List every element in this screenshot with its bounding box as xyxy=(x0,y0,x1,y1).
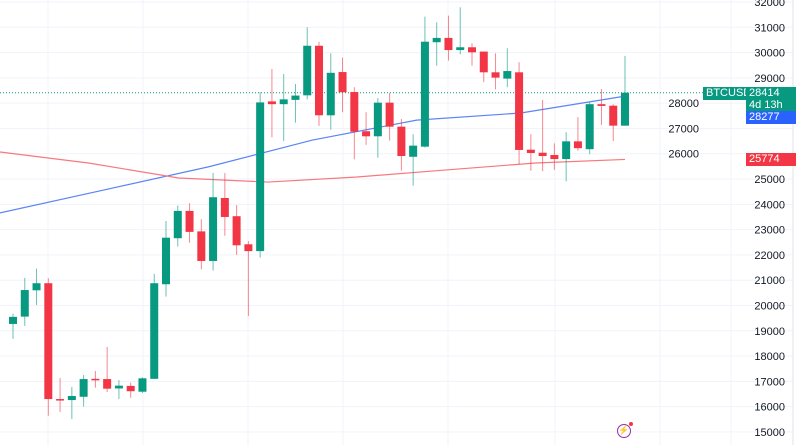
candle-body xyxy=(150,283,159,379)
y-tick-label: 17000 xyxy=(754,376,785,388)
y-tick-label: 24000 xyxy=(754,199,785,211)
y-tick-label: 19000 xyxy=(754,326,785,338)
y-tick-label: 27000 xyxy=(668,123,699,135)
candle-body xyxy=(91,378,100,381)
candle-body xyxy=(479,51,488,73)
candle-body xyxy=(291,95,300,100)
candle-body xyxy=(562,141,571,160)
last-price: 28414 xyxy=(749,87,780,99)
candle-body xyxy=(573,141,582,149)
y-tick-label: 16000 xyxy=(754,402,785,414)
y-tick-label: 30000 xyxy=(754,48,785,60)
y-tick-label: 25000 xyxy=(754,174,785,186)
y-tick-label: 32000 xyxy=(754,0,785,9)
candle-body xyxy=(197,231,206,261)
candle-body xyxy=(162,237,170,285)
candle-body xyxy=(373,102,382,137)
candle-body xyxy=(44,283,53,400)
candle-body xyxy=(597,104,606,106)
candle-body xyxy=(432,37,441,43)
candle-body xyxy=(550,155,559,160)
candle-body xyxy=(56,399,65,401)
candle-body xyxy=(244,244,253,252)
candle-body xyxy=(444,37,453,51)
candle-body xyxy=(468,47,476,53)
candle-body xyxy=(538,152,547,157)
candle-body xyxy=(256,102,265,252)
candle-body xyxy=(209,197,218,261)
candle-body xyxy=(303,45,312,96)
y-tick-label: 23000 xyxy=(754,225,785,237)
y-tick-label: 26000 xyxy=(668,149,699,161)
candle-body xyxy=(621,92,629,126)
y-tick-label: 29000 xyxy=(754,73,785,85)
candle-body xyxy=(79,379,88,397)
candle-body xyxy=(526,149,535,153)
candle-body xyxy=(515,72,524,150)
candle-body xyxy=(9,316,17,324)
candle-body xyxy=(114,385,123,389)
candle-body xyxy=(503,71,512,79)
candle-body xyxy=(138,378,147,392)
ma-fast-price-tag: 28277 xyxy=(746,111,796,124)
candle-body xyxy=(279,99,288,105)
candle-body xyxy=(103,379,112,389)
y-tick-label: 15000 xyxy=(754,427,785,439)
symbol-tag: BTCUSD xyxy=(703,87,751,100)
candle-body xyxy=(385,102,394,127)
candle-body xyxy=(585,104,594,150)
candle-body xyxy=(409,145,418,157)
candle-body xyxy=(397,126,406,157)
bar-countdown: 4d 13h xyxy=(749,99,783,111)
candle-body xyxy=(220,197,229,217)
candle-body xyxy=(420,41,429,147)
y-tick-label: 21000 xyxy=(754,275,785,287)
candle-body xyxy=(20,290,29,317)
y-tick-label: 18000 xyxy=(754,351,785,363)
candle-body xyxy=(609,105,618,126)
candle-body xyxy=(338,72,347,93)
candle-body xyxy=(267,101,276,105)
candle-body xyxy=(126,385,135,392)
candle-body xyxy=(362,131,371,137)
candle-body xyxy=(315,45,323,116)
candle-body xyxy=(232,216,241,246)
candle-body xyxy=(67,396,76,401)
candle-body xyxy=(185,210,194,232)
last-price-tag: 28414 4d 13h xyxy=(746,87,796,111)
y-tick-label: 28000 xyxy=(668,98,699,110)
ma-slow-price-tag: 25774 xyxy=(746,153,796,166)
candle-body xyxy=(32,283,41,291)
y-tick-label: 22000 xyxy=(754,250,785,262)
candle-body xyxy=(173,210,182,239)
candle-body xyxy=(326,72,335,116)
candle-body xyxy=(456,47,465,51)
candle-body xyxy=(491,72,500,78)
y-tick-label: 31000 xyxy=(754,22,785,34)
y-tick-label: 20000 xyxy=(754,300,785,312)
lightning-alert-icon[interactable]: ⚡ xyxy=(617,422,633,438)
moving-average-slow-line xyxy=(0,151,626,183)
candle-body xyxy=(350,92,359,132)
